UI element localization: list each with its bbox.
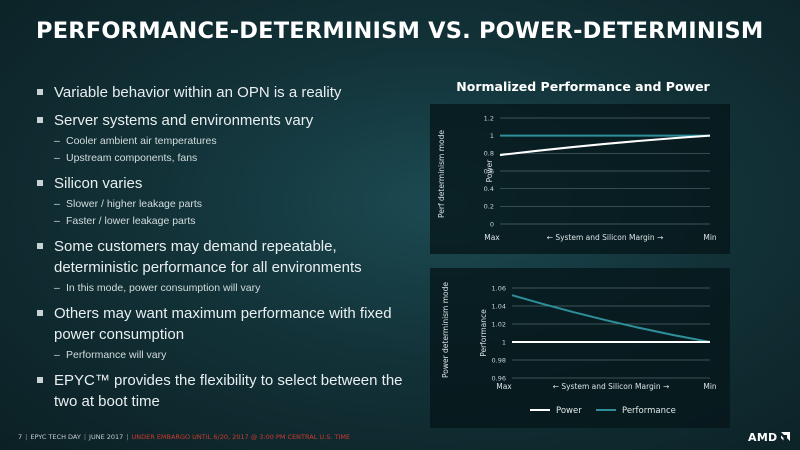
bullet-text: Some customers may demand repeatable, de…	[54, 238, 362, 276]
y-tick-label: 1.02	[492, 320, 506, 328]
slide-title: PERFORMANCE-DETERMINISM VS. POWER-DETERM…	[36, 18, 764, 44]
sub-bullet-text: Cooler ambient air temperatures	[66, 135, 217, 147]
amd-arrow-icon	[780, 432, 790, 441]
embargo-notice: UNDER EMBARGO UNTIL 6/20, 2017 @ 3:00 PM…	[131, 433, 351, 441]
y-tick-label: 0.96	[492, 374, 506, 382]
x-axis-label: ← System and Silicon Margin →	[553, 382, 670, 391]
legend-label: Power	[556, 406, 582, 416]
sub-bullet-text: Performance will vary	[66, 349, 167, 361]
bullet-text: Variable behavior within an OPN is a rea…	[54, 84, 342, 101]
sub-bullet-text: Upstream components, fans	[66, 152, 198, 164]
amd-logo: AMD	[748, 431, 790, 444]
sub-bullet-item: – Slower / higher leakage parts	[37, 197, 407, 212]
chart-title: Normalized Performance and Power	[456, 79, 710, 94]
bullet-item: Variable behavior within an OPN is a rea…	[37, 82, 407, 103]
y-tick-label: 1	[490, 132, 494, 140]
y-tick-label: 0.2	[484, 203, 494, 211]
bullet-item: EPYC™ provides the flexibility to select…	[37, 370, 407, 412]
bullet-square-icon	[37, 377, 43, 383]
y-axis-label: Performance	[479, 309, 488, 357]
x-tick-label: Max	[496, 382, 512, 391]
y-tick-label: 1	[502, 338, 506, 346]
dash-icon: –	[54, 198, 60, 210]
dash-icon: –	[54, 282, 60, 294]
sub-bullet-item: – Upstream components, fans	[37, 151, 407, 166]
page-number: 7	[18, 433, 23, 441]
bullet-square-icon	[37, 310, 43, 316]
dash-icon: –	[54, 215, 60, 227]
y-tick-label: 0.4	[484, 185, 494, 193]
sub-bullet-item: – Cooler ambient air temperatures	[37, 134, 407, 149]
bullet-item: Some customers may demand repeatable, de…	[37, 236, 407, 278]
y-tick-label: 1.04	[492, 302, 506, 310]
perf-determinism-chart: 0 0.2 0.4 0.6 0.8 1 1.2 Max Min ← System and Sili…	[437, 114, 717, 242]
x-tick-label: Min	[703, 233, 717, 242]
y-tick-label: 0.98	[492, 356, 506, 364]
dash-icon: –	[54, 349, 60, 361]
x-tick-label: Min	[703, 382, 717, 391]
bullet-square-icon	[37, 180, 43, 186]
dash-icon: –	[54, 152, 60, 164]
x-axis-label: ← System and Silicon Margin →	[547, 233, 664, 242]
sub-bullet-text: Slower / higher leakage parts	[66, 198, 202, 210]
x-tick-label: Max	[484, 233, 500, 242]
bullet-square-icon	[37, 89, 43, 95]
bullet-square-icon	[37, 117, 43, 123]
bullet-text: Silicon varies	[54, 175, 143, 192]
bullet-item: Others may want maximum performance with…	[37, 303, 407, 345]
y-tick-label: 1.06	[492, 284, 506, 292]
mode-label: Perf determinism mode	[437, 130, 446, 218]
bullet-text: Server systems and environments vary	[54, 112, 314, 129]
event-date: JUNE 2017	[89, 433, 124, 441]
y-tick-label: 0	[490, 220, 494, 228]
sub-bullet-item: – Faster / lower leakage parts	[37, 214, 407, 229]
bullet-list: Variable behavior within an OPN is a rea…	[37, 82, 407, 412]
footer: 7 | EPYC TECH DAY | JUNE 2017 | UNDER EMBARGO …	[18, 433, 351, 441]
y-tick-label: 1.2	[484, 114, 494, 122]
sub-bullet-text: Faster / lower leakage parts	[66, 215, 196, 227]
sub-bullet-item: – In this mode, power consumption will va…	[37, 281, 407, 296]
sub-bullet-text: In this mode, power consumption will var…	[66, 282, 261, 294]
dash-icon: –	[54, 135, 60, 147]
y-tick-label: 0.6	[484, 167, 494, 175]
sub-bullet-item: – Performance will vary	[37, 348, 407, 363]
chart-panel-power-determinism: 0.96 0.98 1 1.02 1.04 1.06 Max Min ← System and …	[430, 268, 730, 428]
mode-label: Power determinism mode	[441, 282, 450, 378]
bullet-text: EPYC™ provides the flexibility to select…	[54, 372, 403, 410]
event-name: EPYC TECH DAY	[30, 433, 81, 441]
y-tick-label: 0.8	[484, 150, 494, 158]
bullet-text: Others may want maximum performance with…	[54, 305, 392, 343]
bullet-square-icon	[37, 243, 43, 249]
series-line-power	[499, 134, 711, 157]
amd-logo-text: AMD	[748, 431, 778, 444]
chart-panel-perf-determinism: 0 0.2 0.4 0.6 0.8 1 1.2 Max Min ← System and Sili…	[430, 104, 730, 254]
bullet-item: Server systems and environments vary	[37, 110, 407, 131]
power-determinism-chart: 0.96 0.98 1 1.02 1.04 1.06 Max Min ← System and …	[441, 282, 717, 416]
series-line-performance	[511, 294, 711, 343]
bullet-item: Silicon varies	[37, 173, 407, 194]
y-axis-label: Power	[485, 159, 494, 183]
legend-label: Performance	[622, 406, 676, 416]
